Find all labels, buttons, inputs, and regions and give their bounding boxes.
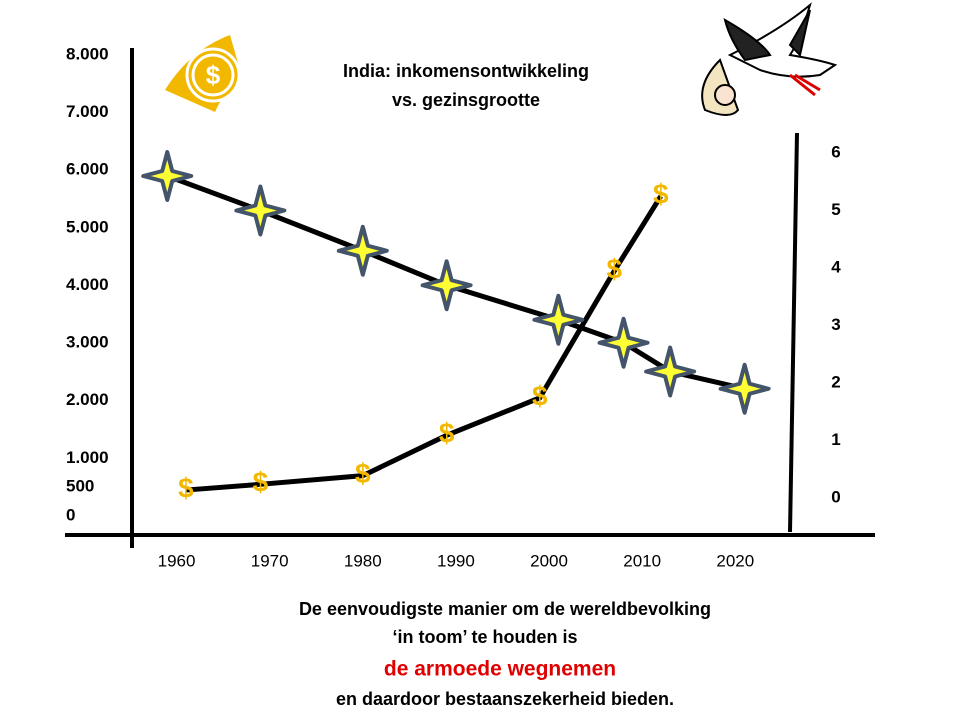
dollar-marker: $ [253,467,269,498]
star-marker [420,259,473,312]
star-marker [234,184,287,237]
x-tick-label: 2010 [623,551,661,570]
series-line [185,194,663,493]
caption-highlight: de armoede wegnemen [384,658,616,681]
y2-axis [788,132,799,533]
y-tick-label: 0 [66,505,75,524]
x-tick-label: 2020 [716,551,754,570]
y-tick-label: 500 [66,477,94,496]
y-tick-label: 3.000 [66,333,109,352]
caption: De eenvoudigste manier om de wereldbevol… [299,599,711,619]
star-marker [597,316,650,369]
y2-tick-label: 6 [831,142,840,161]
y2-tick-label: 1 [831,430,840,449]
y-tick-label: 2.000 [66,390,109,409]
y2-tick-label: 3 [831,315,840,334]
dollar-marker: $ [355,458,371,489]
star-marker [141,150,194,202]
x-tick-label: 1980 [344,551,382,570]
x-tick-label: 1970 [251,551,289,570]
y2-tick-label: 0 [831,487,840,506]
dollar-marker: $ [653,179,669,210]
stork-icon [701,2,838,116]
y-tick-label: 6.000 [66,160,109,179]
caption: ‘in toom’ te houden is [392,627,577,647]
y2-tick-label: 5 [831,200,840,219]
dollar-marker: $ [606,253,622,284]
chart-title: India: inkomensontwikkeling [343,61,589,81]
caption: en daardoor bestaanszekerheid bieden. [336,689,674,709]
y-tick-label: 7.000 [66,102,109,121]
star-marker [718,362,771,415]
y-tick-label: 5.000 [66,217,109,236]
x-tick-label: 2000 [530,551,568,570]
star-marker [644,345,697,398]
dollar-marker: $ [439,418,455,449]
y2-tick-label: 4 [831,257,841,276]
chart-title: vs. gezinsgrootte [392,90,540,110]
x-tick-label: 1960 [158,551,196,570]
y-tick-label: 4.000 [66,275,109,294]
coin-icon: $ [165,35,241,112]
y2-tick-label: 2 [831,372,840,391]
dollar-marker: $ [532,380,548,411]
svg-text:$: $ [206,60,221,90]
star-marker [336,224,389,277]
x-tick-label: 1990 [437,551,475,570]
dollar-marker: $ [178,472,194,503]
y-tick-label: 8.000 [66,44,109,63]
star-marker [532,293,585,346]
y-tick-label: 1.000 [66,448,109,467]
